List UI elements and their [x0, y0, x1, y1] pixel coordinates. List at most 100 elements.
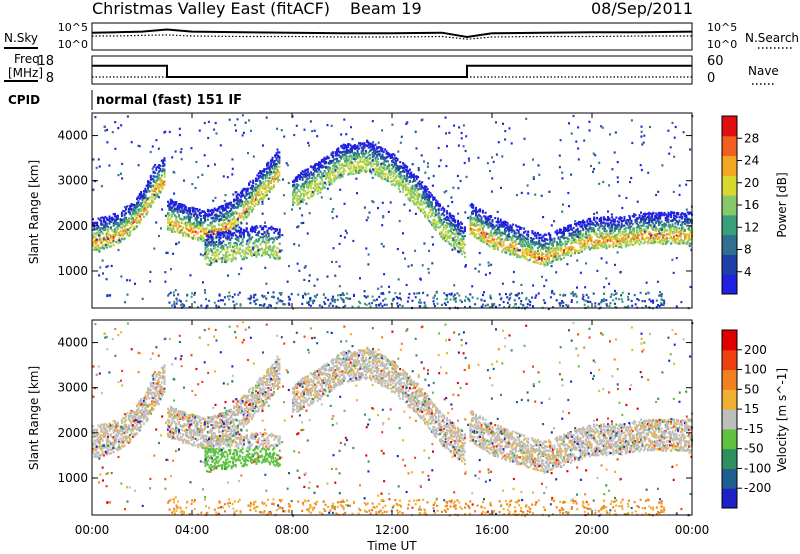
power-point [227, 237, 230, 240]
power-point [481, 240, 484, 243]
power-point [222, 219, 224, 222]
power-point [246, 193, 249, 196]
power-point [316, 167, 319, 170]
power-point [248, 236, 251, 239]
power-point [278, 235, 281, 238]
power-point [187, 234, 190, 237]
power-point [168, 228, 171, 232]
power-point [596, 241, 598, 244]
power-point [342, 169, 345, 172]
power-point [156, 172, 159, 175]
power-point [278, 157, 281, 160]
power-point [137, 221, 140, 224]
power-point [252, 198, 255, 201]
power-point [488, 241, 491, 244]
power-point [484, 218, 487, 221]
power-point [619, 230, 622, 233]
power-point [545, 250, 548, 253]
power-point [532, 251, 535, 254]
power-point [122, 229, 125, 232]
power-point [232, 233, 234, 236]
power-point [593, 246, 596, 250]
power-point [384, 164, 387, 167]
power-point [406, 173, 409, 176]
power-point [159, 184, 162, 188]
power-point [186, 211, 189, 215]
power-point [204, 211, 207, 214]
power-point [400, 182, 403, 185]
power-point [224, 203, 227, 206]
power-point [503, 238, 506, 241]
power-point [524, 236, 527, 239]
power-point [175, 215, 178, 219]
power-point [122, 224, 125, 227]
power-point [385, 156, 388, 159]
power-point [611, 239, 614, 242]
power-point [352, 164, 355, 167]
power-point [552, 246, 554, 249]
power-point [413, 200, 415, 203]
power-point [131, 203, 134, 206]
power-point [360, 169, 363, 172]
power-point [490, 233, 493, 236]
power-point [272, 180, 275, 183]
power-point [484, 222, 487, 225]
power-point [450, 214, 453, 217]
power-point [451, 219, 454, 222]
power-point [227, 211, 230, 214]
power-point [171, 210, 174, 213]
power-point [459, 225, 462, 228]
power-point [223, 231, 226, 234]
power-point [501, 231, 504, 234]
power-point [259, 243, 262, 246]
power-point [568, 233, 571, 237]
power-point [360, 147, 363, 150]
power-point [426, 188, 429, 191]
power-point [246, 189, 249, 192]
power-point [430, 194, 433, 197]
power-point [345, 158, 348, 161]
power-point [406, 177, 409, 180]
power-point [583, 243, 586, 246]
power-point [308, 172, 311, 176]
power-point [114, 223, 116, 226]
power-point [248, 183, 251, 186]
power-point [180, 232, 183, 235]
power-point [479, 236, 482, 239]
power-point [205, 256, 208, 259]
power-point [560, 246, 563, 249]
power-point [428, 199, 431, 202]
power-point [226, 238, 229, 241]
power-point [298, 196, 301, 199]
power-point [260, 185, 263, 188]
power-point [301, 200, 304, 204]
power-point [245, 247, 248, 250]
power-point [265, 247, 267, 250]
power-point [266, 252, 269, 255]
power-point [175, 217, 178, 220]
power-point [619, 231, 622, 235]
power-point [115, 226, 118, 229]
power-point [472, 218, 475, 221]
power-point [542, 247, 545, 250]
power-point [277, 179, 279, 182]
power-point [96, 248, 99, 251]
power-point [305, 180, 308, 184]
power-point [104, 226, 107, 229]
power-point [201, 235, 204, 239]
power-point [459, 232, 462, 235]
power-point [602, 221, 605, 224]
power-point [541, 236, 543, 239]
power-point [363, 142, 366, 145]
power-point [579, 222, 582, 225]
power-point [277, 165, 279, 168]
power-point [435, 208, 437, 211]
power-point [448, 236, 451, 239]
power-point [611, 225, 614, 229]
power-point [248, 193, 251, 196]
power-point [200, 218, 202, 221]
power-point [122, 220, 125, 223]
power-point [410, 190, 413, 193]
power-point [293, 183, 296, 186]
power-point [333, 162, 336, 165]
